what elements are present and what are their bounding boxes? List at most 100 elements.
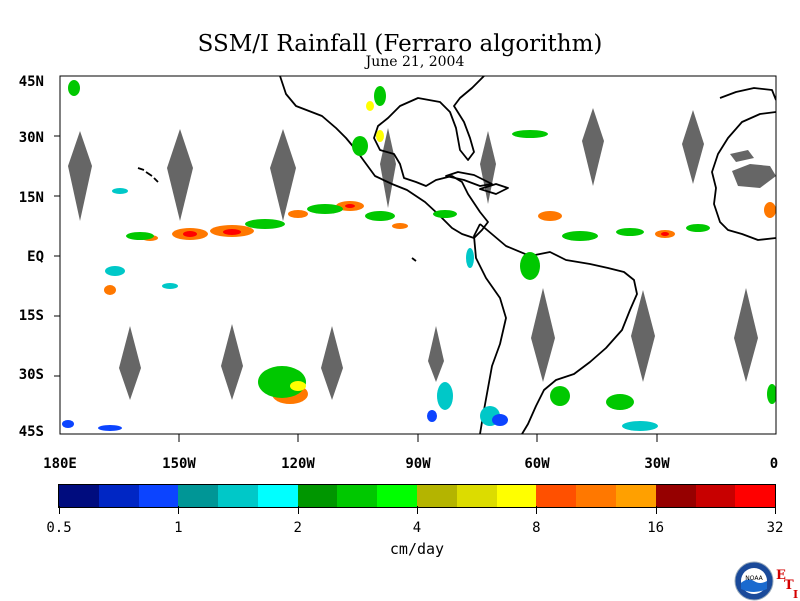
rain-cell bbox=[105, 266, 125, 276]
colorbar-swatch bbox=[576, 485, 616, 507]
no-data-swaths bbox=[68, 108, 776, 400]
colorbar-swatch bbox=[98, 485, 139, 507]
colorbar-tick-label: 8 bbox=[532, 520, 541, 536]
lat-label: 30N bbox=[18, 130, 44, 146]
colorbar-swatch bbox=[297, 485, 338, 507]
colorbar-tick-label: 16 bbox=[647, 520, 665, 536]
rainfall-map bbox=[60, 76, 776, 434]
rain-cell bbox=[376, 130, 384, 142]
swath-diamond bbox=[734, 288, 758, 382]
lon-label: 120W bbox=[281, 456, 315, 472]
lon-label: 150W bbox=[162, 456, 196, 472]
colorbar-swatch bbox=[536, 485, 577, 507]
rain-cell bbox=[427, 410, 437, 422]
lat-label: 45N bbox=[18, 74, 44, 90]
colorbar-tick bbox=[59, 506, 60, 514]
rain-cell bbox=[392, 223, 408, 229]
logo-letter-i: I bbox=[793, 588, 799, 601]
swath-diamond bbox=[428, 326, 444, 382]
swath-diamond bbox=[167, 129, 193, 221]
rain-cell bbox=[616, 228, 644, 236]
lat-label: 15N bbox=[18, 190, 44, 206]
rain-cell bbox=[374, 86, 386, 106]
swath-diamond bbox=[531, 288, 555, 382]
rain-cell bbox=[290, 381, 306, 391]
colorbar-swatch bbox=[615, 485, 656, 507]
rain-cell bbox=[622, 421, 658, 431]
colorbar-swatch bbox=[377, 485, 418, 507]
noaa-logo-icon: NOAA bbox=[734, 561, 774, 601]
rain-cell bbox=[606, 394, 634, 410]
rain-cell bbox=[245, 219, 285, 229]
logo-letter-e: E bbox=[776, 568, 786, 583]
rain-cell bbox=[512, 130, 548, 138]
colorbar-tick-label: 4 bbox=[412, 520, 422, 536]
colorbar-swatch bbox=[138, 485, 179, 507]
logo-text: NOAA bbox=[745, 575, 763, 582]
colorbar-tick-label: 1 bbox=[174, 520, 183, 536]
galapagos bbox=[411, 257, 417, 262]
rain-core bbox=[183, 231, 197, 237]
continent-outlines bbox=[137, 76, 776, 434]
colorbar-swatch bbox=[257, 485, 298, 507]
colorbar-swatch bbox=[496, 485, 537, 507]
colorbar-tick bbox=[297, 506, 299, 514]
rain-cell bbox=[62, 420, 74, 428]
lat-label: 30S bbox=[18, 367, 44, 383]
axis-ticks bbox=[54, 135, 658, 442]
lat-label: 15S bbox=[18, 308, 44, 324]
south-america-coast bbox=[473, 223, 638, 434]
rain-core bbox=[661, 232, 669, 236]
colorbar-units: cm/day bbox=[389, 540, 445, 558]
no-data-patch bbox=[732, 164, 776, 188]
rain-cell bbox=[764, 202, 776, 218]
hispaniola-outline bbox=[479, 183, 509, 195]
colorbar-swatch bbox=[337, 485, 378, 507]
colorbar-swatch bbox=[59, 485, 99, 507]
africa-coast bbox=[711, 111, 776, 241]
rain-cell bbox=[492, 414, 508, 426]
colorbar-tick-label: 0.5 bbox=[46, 520, 72, 536]
colorbar-swatch bbox=[456, 485, 497, 507]
colorbar-tick-label: 2 bbox=[293, 520, 302, 536]
lat-label: EQ bbox=[27, 249, 44, 265]
swath-diamond bbox=[631, 290, 655, 382]
iberia-coast bbox=[719, 87, 776, 101]
swath-diamond bbox=[321, 326, 343, 400]
rain-cell bbox=[365, 211, 395, 221]
swath-diamond bbox=[682, 110, 704, 184]
swath-diamond bbox=[119, 326, 141, 400]
colorbar-tick-label: 32 bbox=[766, 520, 784, 536]
rain-cell bbox=[162, 283, 178, 289]
swath-diamond bbox=[480, 131, 496, 204]
swath-diamond bbox=[380, 128, 396, 208]
rain-cell bbox=[433, 210, 457, 218]
rain-cell bbox=[686, 224, 710, 232]
colorbar-swatch bbox=[655, 485, 696, 507]
rain-cell bbox=[550, 386, 570, 406]
rain-cell bbox=[104, 285, 116, 295]
swath-diamond bbox=[68, 131, 92, 221]
lon-label: 60W bbox=[524, 456, 550, 472]
colorbar-tick bbox=[775, 506, 776, 514]
colorbar-swatch bbox=[695, 485, 736, 507]
rain-core bbox=[345, 204, 355, 208]
lon-label: 180E bbox=[43, 456, 77, 472]
rain-cell bbox=[126, 232, 154, 240]
no-data-patch bbox=[730, 150, 754, 162]
lon-label: 30W bbox=[644, 456, 670, 472]
lat-label: 45S bbox=[18, 424, 44, 440]
rainfall-features bbox=[62, 80, 776, 431]
rain-cell bbox=[562, 231, 598, 241]
chart-title: SSM/I Rainfall (Ferraro algorithm) bbox=[197, 31, 603, 57]
rain-cell bbox=[98, 425, 122, 431]
rain-cell bbox=[307, 204, 343, 214]
rain-cell bbox=[437, 382, 453, 410]
swath-diamond bbox=[582, 108, 604, 186]
rain-cell bbox=[520, 252, 540, 280]
lon-label: 0 bbox=[769, 456, 779, 472]
north-america-coast bbox=[279, 76, 489, 239]
rain-cell bbox=[767, 384, 776, 404]
swath-diamond bbox=[221, 324, 243, 400]
